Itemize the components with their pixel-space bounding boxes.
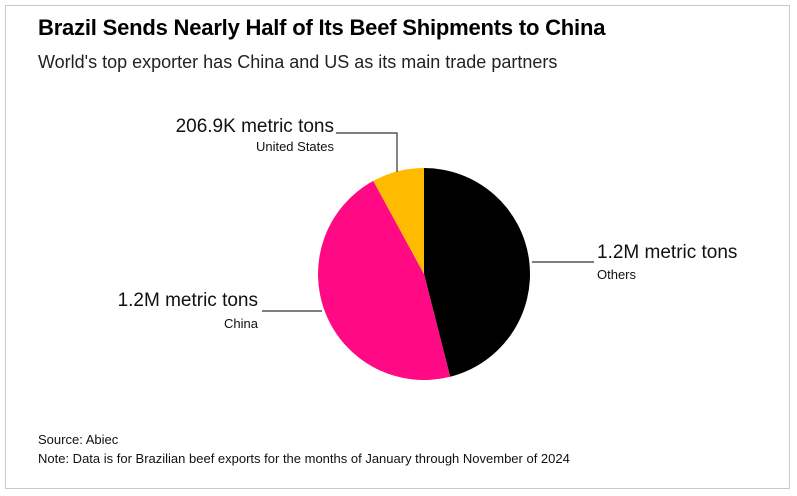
slice-value-label-china: 1.2M metric tons <box>118 290 258 311</box>
pie-slice-united-states <box>373 168 424 274</box>
pie-slices <box>317 168 531 381</box>
pie-slice-others <box>424 168 531 377</box>
slice-name-label-china: China <box>224 316 259 331</box>
chart-subtitle: World's top exporter has China and US as… <box>38 52 558 72</box>
data-note: Note: Data is for Brazilian beef exports… <box>38 451 570 466</box>
slice-value-label-united-states: 206.9K metric tons <box>176 116 334 137</box>
pie-slice-china <box>317 180 451 381</box>
chart-title: Brazil Sends Nearly Half of Its Beef Shi… <box>38 15 606 40</box>
slice-value-label-others: 1.2M metric tons <box>597 242 737 263</box>
leader-line-united-states <box>336 132 398 172</box>
source-note: Source: Abiec <box>38 432 119 447</box>
slice-name-label-united-states: United States <box>256 139 335 154</box>
slice-name-label-others: Others <box>597 267 637 282</box>
